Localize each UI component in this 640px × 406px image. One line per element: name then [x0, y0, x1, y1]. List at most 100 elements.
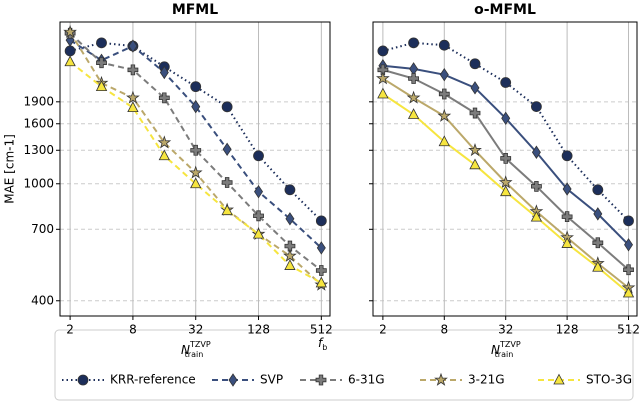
- plot-frame: [372, 21, 638, 317]
- marker: [531, 180, 542, 192]
- legend-label: 6-31G: [348, 373, 385, 387]
- x-tick-label: 128: [556, 323, 579, 337]
- label-sub: train: [185, 350, 204, 359]
- axis-label: NTZVP train: [491, 340, 521, 359]
- marker: [500, 185, 512, 197]
- marker: [437, 108, 452, 122]
- legend-marker: [553, 373, 565, 385]
- marker: [408, 73, 419, 84]
- label-sup: TZVP: [189, 340, 211, 349]
- marker: [562, 182, 572, 196]
- marker: [592, 260, 604, 272]
- marker: [468, 143, 482, 157]
- marker: [470, 81, 480, 95]
- label-base: f: [318, 336, 324, 350]
- marker: [188, 165, 203, 179]
- x-tick-label: 512: [310, 323, 333, 337]
- marker: [409, 62, 419, 76]
- marker: [96, 57, 107, 69]
- y-tick-label: 1900: [23, 94, 54, 108]
- marker: [315, 276, 327, 288]
- axis-label: fb: [318, 336, 327, 352]
- marker: [221, 177, 233, 188]
- marker: [469, 158, 481, 170]
- marker: [158, 92, 170, 104]
- label-sub: train: [495, 350, 514, 359]
- marker: [500, 152, 512, 164]
- axis-label: NTZVP train: [181, 340, 211, 359]
- marker: [254, 184, 264, 199]
- series-line: [69, 39, 323, 249]
- y-axis-label: MAE [cm-1]: [3, 134, 17, 204]
- marker: [221, 204, 233, 216]
- marker: [190, 81, 202, 93]
- marker: [408, 37, 419, 49]
- marker: [315, 215, 327, 227]
- marker: [284, 184, 296, 196]
- marker: [561, 150, 573, 162]
- marker: [284, 259, 296, 270]
- chart-title: o-MFML: [474, 2, 536, 18]
- marker: [64, 45, 76, 57]
- series-line: [382, 41, 630, 222]
- marker: [191, 99, 201, 114]
- label-base: N: [491, 343, 500, 357]
- marker: [623, 215, 634, 227]
- marker: [63, 24, 77, 38]
- marker: [561, 211, 573, 223]
- x-tick-label: 8: [129, 323, 137, 337]
- marker: [127, 64, 139, 76]
- marker: [407, 108, 420, 119]
- x-tick-label: 2: [379, 323, 387, 337]
- marker: [530, 210, 543, 222]
- x-tick-label: 8: [440, 323, 448, 337]
- plot-frame: [59, 21, 331, 317]
- legend-marker: [315, 374, 327, 386]
- marker: [592, 184, 604, 196]
- chart-title: MFML: [172, 2, 218, 18]
- marker: [157, 135, 172, 149]
- x-tick-label: 2: [66, 323, 74, 337]
- series-line: [69, 60, 322, 284]
- marker: [159, 65, 169, 80]
- marker: [500, 77, 512, 88]
- y-tick-label: 400: [31, 293, 54, 307]
- legend-label: SVP: [260, 373, 283, 387]
- marker: [438, 88, 450, 100]
- marker: [221, 101, 233, 113]
- marker: [622, 286, 635, 298]
- marker: [190, 177, 202, 189]
- label-sub: b: [322, 343, 327, 352]
- marker: [377, 64, 389, 76]
- legend-marker: [228, 373, 238, 387]
- legend-label: STO-3G: [586, 373, 632, 387]
- marker: [501, 111, 511, 126]
- marker: [438, 39, 450, 51]
- marker: [253, 210, 264, 222]
- marker: [158, 149, 170, 161]
- marker: [439, 67, 449, 82]
- marker: [406, 90, 421, 104]
- legend-label: 3-21G: [468, 373, 505, 387]
- legend-marker: [434, 372, 448, 386]
- marker: [64, 55, 76, 67]
- y-tick-label: 1000: [23, 176, 54, 190]
- marker: [376, 71, 390, 85]
- marker: [315, 265, 327, 276]
- y-tick-label: 1600: [23, 116, 54, 130]
- marker: [377, 87, 389, 99]
- marker: [469, 58, 481, 70]
- legend-marker: [77, 374, 89, 386]
- marker: [284, 240, 296, 252]
- marker: [593, 207, 603, 221]
- marker: [285, 212, 295, 226]
- legend-label: KRR-reference: [110, 373, 196, 387]
- marker: [623, 264, 634, 276]
- marker: [438, 135, 450, 147]
- label-sup: TZVP: [499, 340, 521, 349]
- marker: [283, 248, 297, 262]
- marker: [252, 227, 265, 239]
- marker: [96, 37, 107, 49]
- marker: [469, 107, 481, 119]
